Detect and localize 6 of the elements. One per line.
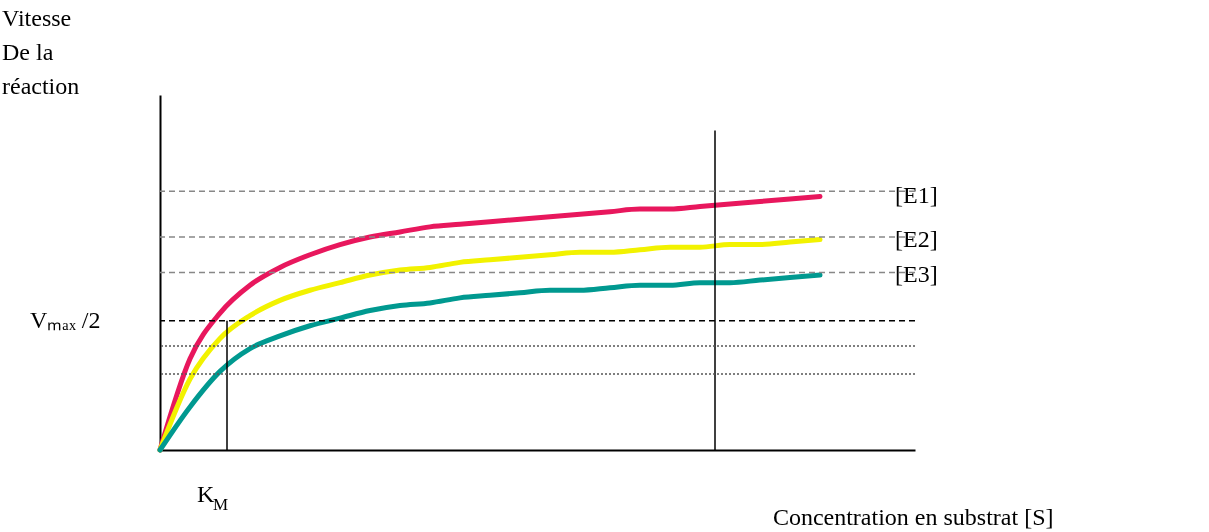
y-axis-title: Vitesse De la réaction <box>2 5 80 99</box>
x-axis-title: Concentration en substrat [S] <box>772 503 1054 530</box>
text: [E1] <box>895 182 938 209</box>
text: [E3] <box>895 261 938 288</box>
ref-line-label: Vₘₐₓ /2 <box>30 306 101 333</box>
text: [E2] <box>895 225 938 252</box>
